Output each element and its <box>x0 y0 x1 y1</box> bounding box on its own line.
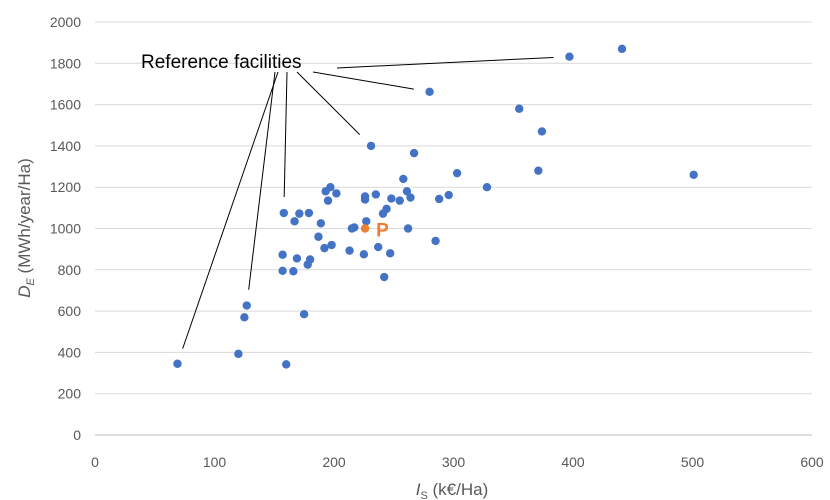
data-point-46 <box>431 236 440 246</box>
data-point-33 <box>374 242 383 252</box>
leader-line-2 <box>283 71 288 198</box>
leader-line-1 <box>248 71 276 290</box>
leader-line-5 <box>336 56 554 69</box>
gridlines <box>95 21 812 395</box>
data-point-16 <box>314 232 323 241</box>
data-point-26 <box>350 223 359 232</box>
data-point-20 <box>323 196 333 205</box>
data-point-27 <box>359 250 369 259</box>
data-point-29 <box>360 192 370 201</box>
leader-line-3 <box>296 71 361 135</box>
data-point-7 <box>282 360 291 369</box>
data-point-24 <box>345 246 354 255</box>
y-tick-label-0: 0 <box>73 427 81 443</box>
data-point-31 <box>366 141 376 151</box>
x-axis-title: IS (k€/Ha) <box>416 480 489 500</box>
data-point-10 <box>292 254 302 263</box>
data-point-2 <box>240 313 249 322</box>
data-point-47 <box>434 194 444 204</box>
data-point-44 <box>409 148 419 158</box>
data-point-32 <box>371 190 381 199</box>
y-axis-title-main: D <box>15 286 34 298</box>
data-point-35 <box>379 272 389 282</box>
data-point-11 <box>295 209 304 218</box>
data-point-39 <box>395 196 404 205</box>
data-point-14 <box>304 208 314 218</box>
data-point-48 <box>444 190 453 200</box>
data-point-4 <box>278 266 287 276</box>
data-point-42 <box>403 224 413 233</box>
data-point-6 <box>279 208 289 218</box>
data-point-52 <box>534 166 543 175</box>
y-tick-label-800: 800 <box>58 262 82 278</box>
y-tick-label-1000: 1000 <box>50 221 81 237</box>
x-tick-label-400: 400 <box>561 454 585 470</box>
data-points <box>173 44 698 369</box>
x-tick-label-600: 600 <box>800 454 824 470</box>
data-point-30 <box>362 217 371 226</box>
data-point-15 <box>305 255 315 264</box>
x-axis-title-rest: (k€/Ha) <box>428 480 488 499</box>
highlight-point-group: P <box>360 221 389 242</box>
data-point-49 <box>452 168 462 178</box>
data-point-8 <box>289 267 298 276</box>
data-point-23 <box>332 189 341 198</box>
data-point-1 <box>234 349 243 359</box>
highlight-point-label: P <box>376 221 389 242</box>
y-tick-label-600: 600 <box>58 303 82 319</box>
y-axis-title-rest: (MWh/year/Ha) <box>15 158 34 278</box>
data-point-53 <box>537 127 547 136</box>
data-point-0 <box>173 359 182 368</box>
data-point-5 <box>278 250 287 259</box>
x-tick-label-300: 300 <box>442 454 466 470</box>
data-point-38 <box>387 194 396 203</box>
y-tick-label-1600: 1600 <box>50 97 81 113</box>
data-point-37 <box>385 249 395 258</box>
x-tick-label-500: 500 <box>681 454 705 470</box>
data-point-9 <box>290 217 299 226</box>
data-point-36 <box>382 204 391 214</box>
data-point-50 <box>482 183 492 192</box>
data-point-21 <box>326 183 335 192</box>
data-point-3 <box>242 301 251 310</box>
x-tick-label-100: 100 <box>203 454 227 470</box>
y-tick-label-200: 200 <box>58 386 82 402</box>
y-axis-title-sub: E <box>25 278 37 286</box>
data-point-22 <box>327 240 336 250</box>
y-tick-label-2000: 2000 <box>50 14 81 30</box>
data-point-54 <box>565 52 574 61</box>
y-tick-labels: 0 200 400 600 800 1000 1200 1400 1600 1800 2000 <box>50 14 81 443</box>
leader-line-4 <box>312 71 414 90</box>
data-point-12 <box>299 309 309 319</box>
leader-line-0 <box>182 71 279 349</box>
data-point-45 <box>425 87 434 96</box>
x-axis-title-sub: S <box>420 490 427 500</box>
annotation-reference-facilities: Reference facilities <box>141 52 302 73</box>
y-axis-title: DE (MWh/year/Ha) <box>15 158 37 298</box>
x-axis-title-main: I <box>416 480 421 499</box>
y-tick-label-1800: 1800 <box>50 55 81 71</box>
x-tick-label-200: 200 <box>322 454 346 470</box>
x-tick-label-0: 0 <box>91 454 99 470</box>
highlight-point <box>360 224 370 233</box>
data-point-40 <box>399 174 408 184</box>
y-tick-label-1200: 1200 <box>50 179 81 195</box>
x-tick-labels: 0 100 200 300 400 500 600 <box>91 454 824 470</box>
data-point-51 <box>515 104 524 113</box>
data-point-17 <box>316 219 326 228</box>
annotation-leader-lines <box>182 56 554 349</box>
data-point-41 <box>402 187 412 196</box>
y-tick-label-1400: 1400 <box>50 138 81 154</box>
data-point-55 <box>617 44 627 54</box>
data-point-43 <box>406 193 415 202</box>
data-point-18 <box>320 243 329 253</box>
y-tick-label-400: 400 <box>58 344 82 360</box>
data-point-56 <box>689 170 698 180</box>
